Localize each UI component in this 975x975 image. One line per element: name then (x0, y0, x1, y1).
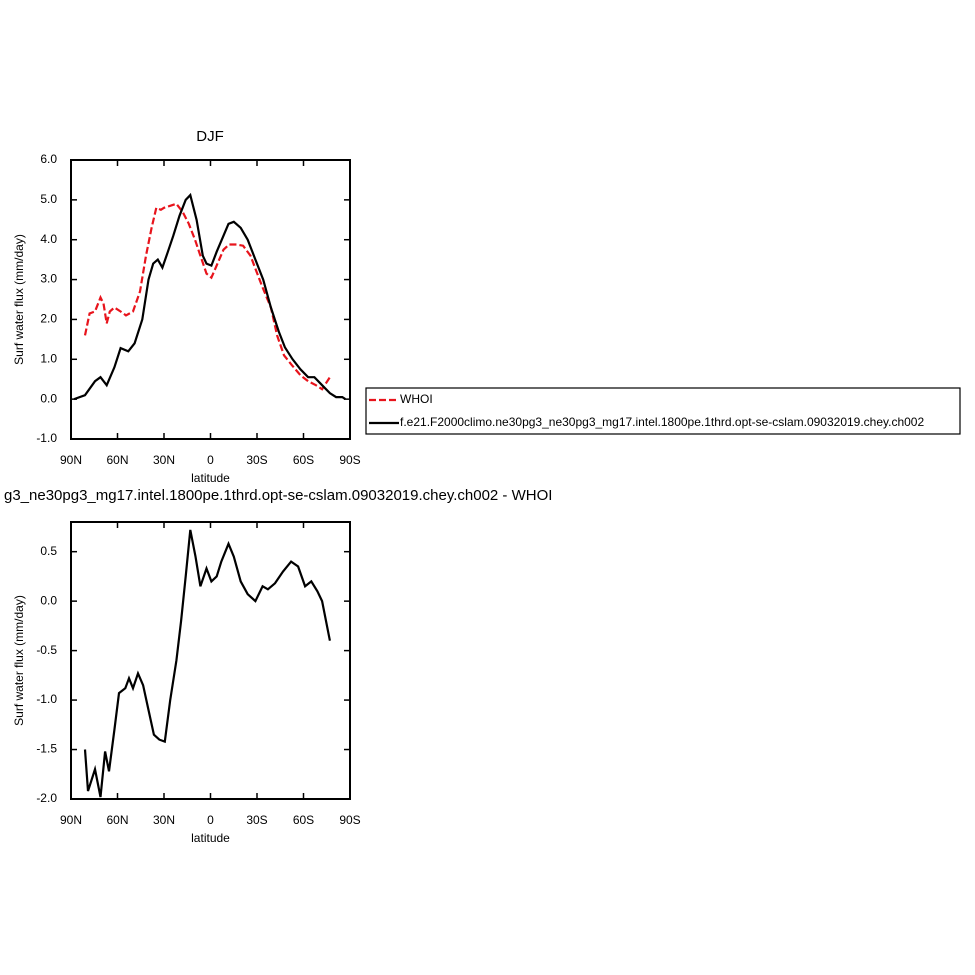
y-axis-label: Surf water flux (mm/day) (12, 234, 26, 365)
data-line (83, 529, 331, 798)
y-tick-label: -2.0 (36, 791, 57, 805)
legend-box (365, 387, 961, 435)
x-tick-label: 0 (207, 453, 214, 467)
y-tick-label: 5.0 (40, 192, 57, 206)
chart-title: g3_ne30pg3_mg17.intel.1800pe.1thrd.opt-s… (4, 487, 552, 504)
x-tick-label: 60S (293, 813, 314, 827)
x-tick-label: 30N (153, 813, 175, 827)
chart-title: DJF (196, 128, 224, 145)
y-tick-label: 0.5 (40, 544, 57, 558)
x-tick-label: 90S (339, 813, 360, 827)
legend-label: f.e21.F2000climo.ne30pg3_ne30pg3_mg17.in… (400, 415, 924, 429)
data-line (73, 192, 346, 401)
x-tick-label: 90S (339, 453, 360, 467)
y-tick-label: 6.0 (40, 152, 57, 166)
x-axis-label: latitude (191, 831, 230, 845)
plot-frame (70, 159, 351, 440)
y-tick-label: 2.0 (40, 312, 57, 326)
legend-label: WHOI (400, 392, 433, 406)
y-axis-label: Surf water flux (mm/day) (12, 595, 26, 726)
y-tick-label: -1.5 (36, 742, 57, 756)
y-tick-label: -0.5 (36, 643, 57, 657)
y-tick-label: 1.0 (40, 351, 57, 365)
y-tick-label: -1.0 (36, 431, 57, 445)
x-tick-label: 30N (153, 453, 175, 467)
x-tick-label: 30S (246, 813, 267, 827)
x-tick-label: 0 (207, 813, 214, 827)
plot-frame (70, 521, 351, 800)
x-tick-label: 90N (60, 453, 82, 467)
y-tick-label: 4.0 (40, 232, 57, 246)
x-axis-label: latitude (191, 471, 230, 485)
x-tick-label: 60N (106, 453, 128, 467)
x-tick-label: 90N (60, 813, 82, 827)
y-tick-label: 3.0 (40, 272, 57, 286)
data-line (83, 202, 331, 391)
x-tick-label: 30S (246, 453, 267, 467)
x-tick-label: 60S (293, 453, 314, 467)
x-tick-label: 60N (106, 813, 128, 827)
y-tick-label: 0.0 (40, 593, 57, 607)
y-tick-label: -1.0 (36, 692, 57, 706)
y-tick-label: 0.0 (40, 391, 57, 405)
